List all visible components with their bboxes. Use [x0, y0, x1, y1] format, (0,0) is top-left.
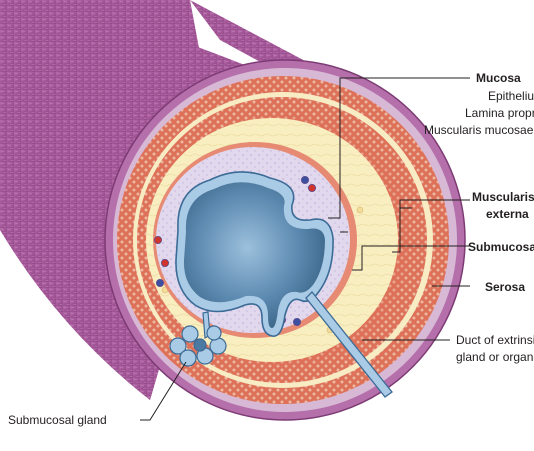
- label-duct-line2: gland or organ: [456, 350, 534, 364]
- label-lamina-propria: Lamina propria: [465, 106, 534, 120]
- label-muscularis-externa-line1: Muscularis: [472, 190, 534, 204]
- label-muscularis-externa-line2: externa: [486, 207, 529, 221]
- label-duct-line1: Duct of extrinsic: [456, 333, 534, 347]
- label-muscularis-mucosae: Muscularis mucosae: [424, 123, 534, 137]
- extrinsic-duct: [305, 291, 393, 398]
- label-submucosal-gland: Submucosal gland: [8, 413, 107, 427]
- label-epithelium: Epithelium: [488, 89, 534, 103]
- label-mucosa: Mucosa: [476, 71, 521, 85]
- submucosal-gland-drawing: [169, 311, 227, 367]
- label-serosa: Serosa: [485, 280, 526, 294]
- lumen: [183, 182, 325, 328]
- leader-lines: [140, 77, 470, 421]
- label-submucosa: Submucosa: [468, 240, 534, 254]
